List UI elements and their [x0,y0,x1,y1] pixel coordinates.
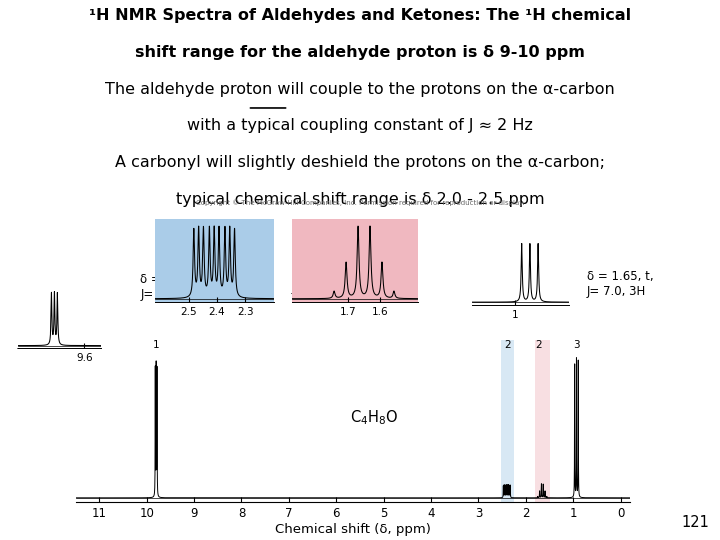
Text: C$_4$H$_8$O: C$_4$H$_8$O [350,408,398,427]
Text: Copyright © The McGraw-Hill Companies, Inc. Permission required for reproduction: Copyright © The McGraw-Hill Companies, I… [196,200,524,206]
Text: δ = 2.4, dt,
J= 1.8, 7.0, 2H: δ = 2.4, dt, J= 1.8, 7.0, 2H [140,273,226,301]
Text: 2: 2 [536,340,542,350]
Text: shift range for the aldehyde proton is δ 9-10 ppm: shift range for the aldehyde proton is δ… [135,45,585,60]
Text: δ = 1.65, sextet,
J= 7.0, 2H: δ = 1.65, sextet, J= 7.0, 2H [292,266,390,294]
Text: δ = 1.65, t,
J= 7.0, 3H: δ = 1.65, t, J= 7.0, 3H [587,270,654,298]
Text: 3: 3 [573,340,580,350]
Text: The aldehyde proton will couple to the protons on the α-carbon: The aldehyde proton will couple to the p… [105,82,615,97]
Bar [500,340,514,502]
Text: 1: 1 [153,340,159,350]
Text: 121: 121 [681,515,709,530]
Text: A carbonyl will slightly deshield the protons on the α-carbon;: A carbonyl will slightly deshield the pr… [115,155,605,170]
Bar [535,340,550,502]
X-axis label: Chemical shift (δ, ppm): Chemical shift (δ, ppm) [275,523,431,536]
Text: 2: 2 [505,340,511,350]
Text: ¹H NMR Spectra of Aldehydes and Ketones: The ¹H chemical: ¹H NMR Spectra of Aldehydes and Ketones:… [89,8,631,23]
Text: typical chemical shift range is δ 2.0 - 2.5 ppm: typical chemical shift range is δ 2.0 - … [176,192,544,207]
Text: δ = 9.8, t,
J= 1.8, 1H: δ = 9.8, t, J= 1.8, 1H [18,321,77,349]
Text: with a typical coupling constant of J ≈ 2 Hz: with a typical coupling constant of J ≈ … [187,118,533,133]
